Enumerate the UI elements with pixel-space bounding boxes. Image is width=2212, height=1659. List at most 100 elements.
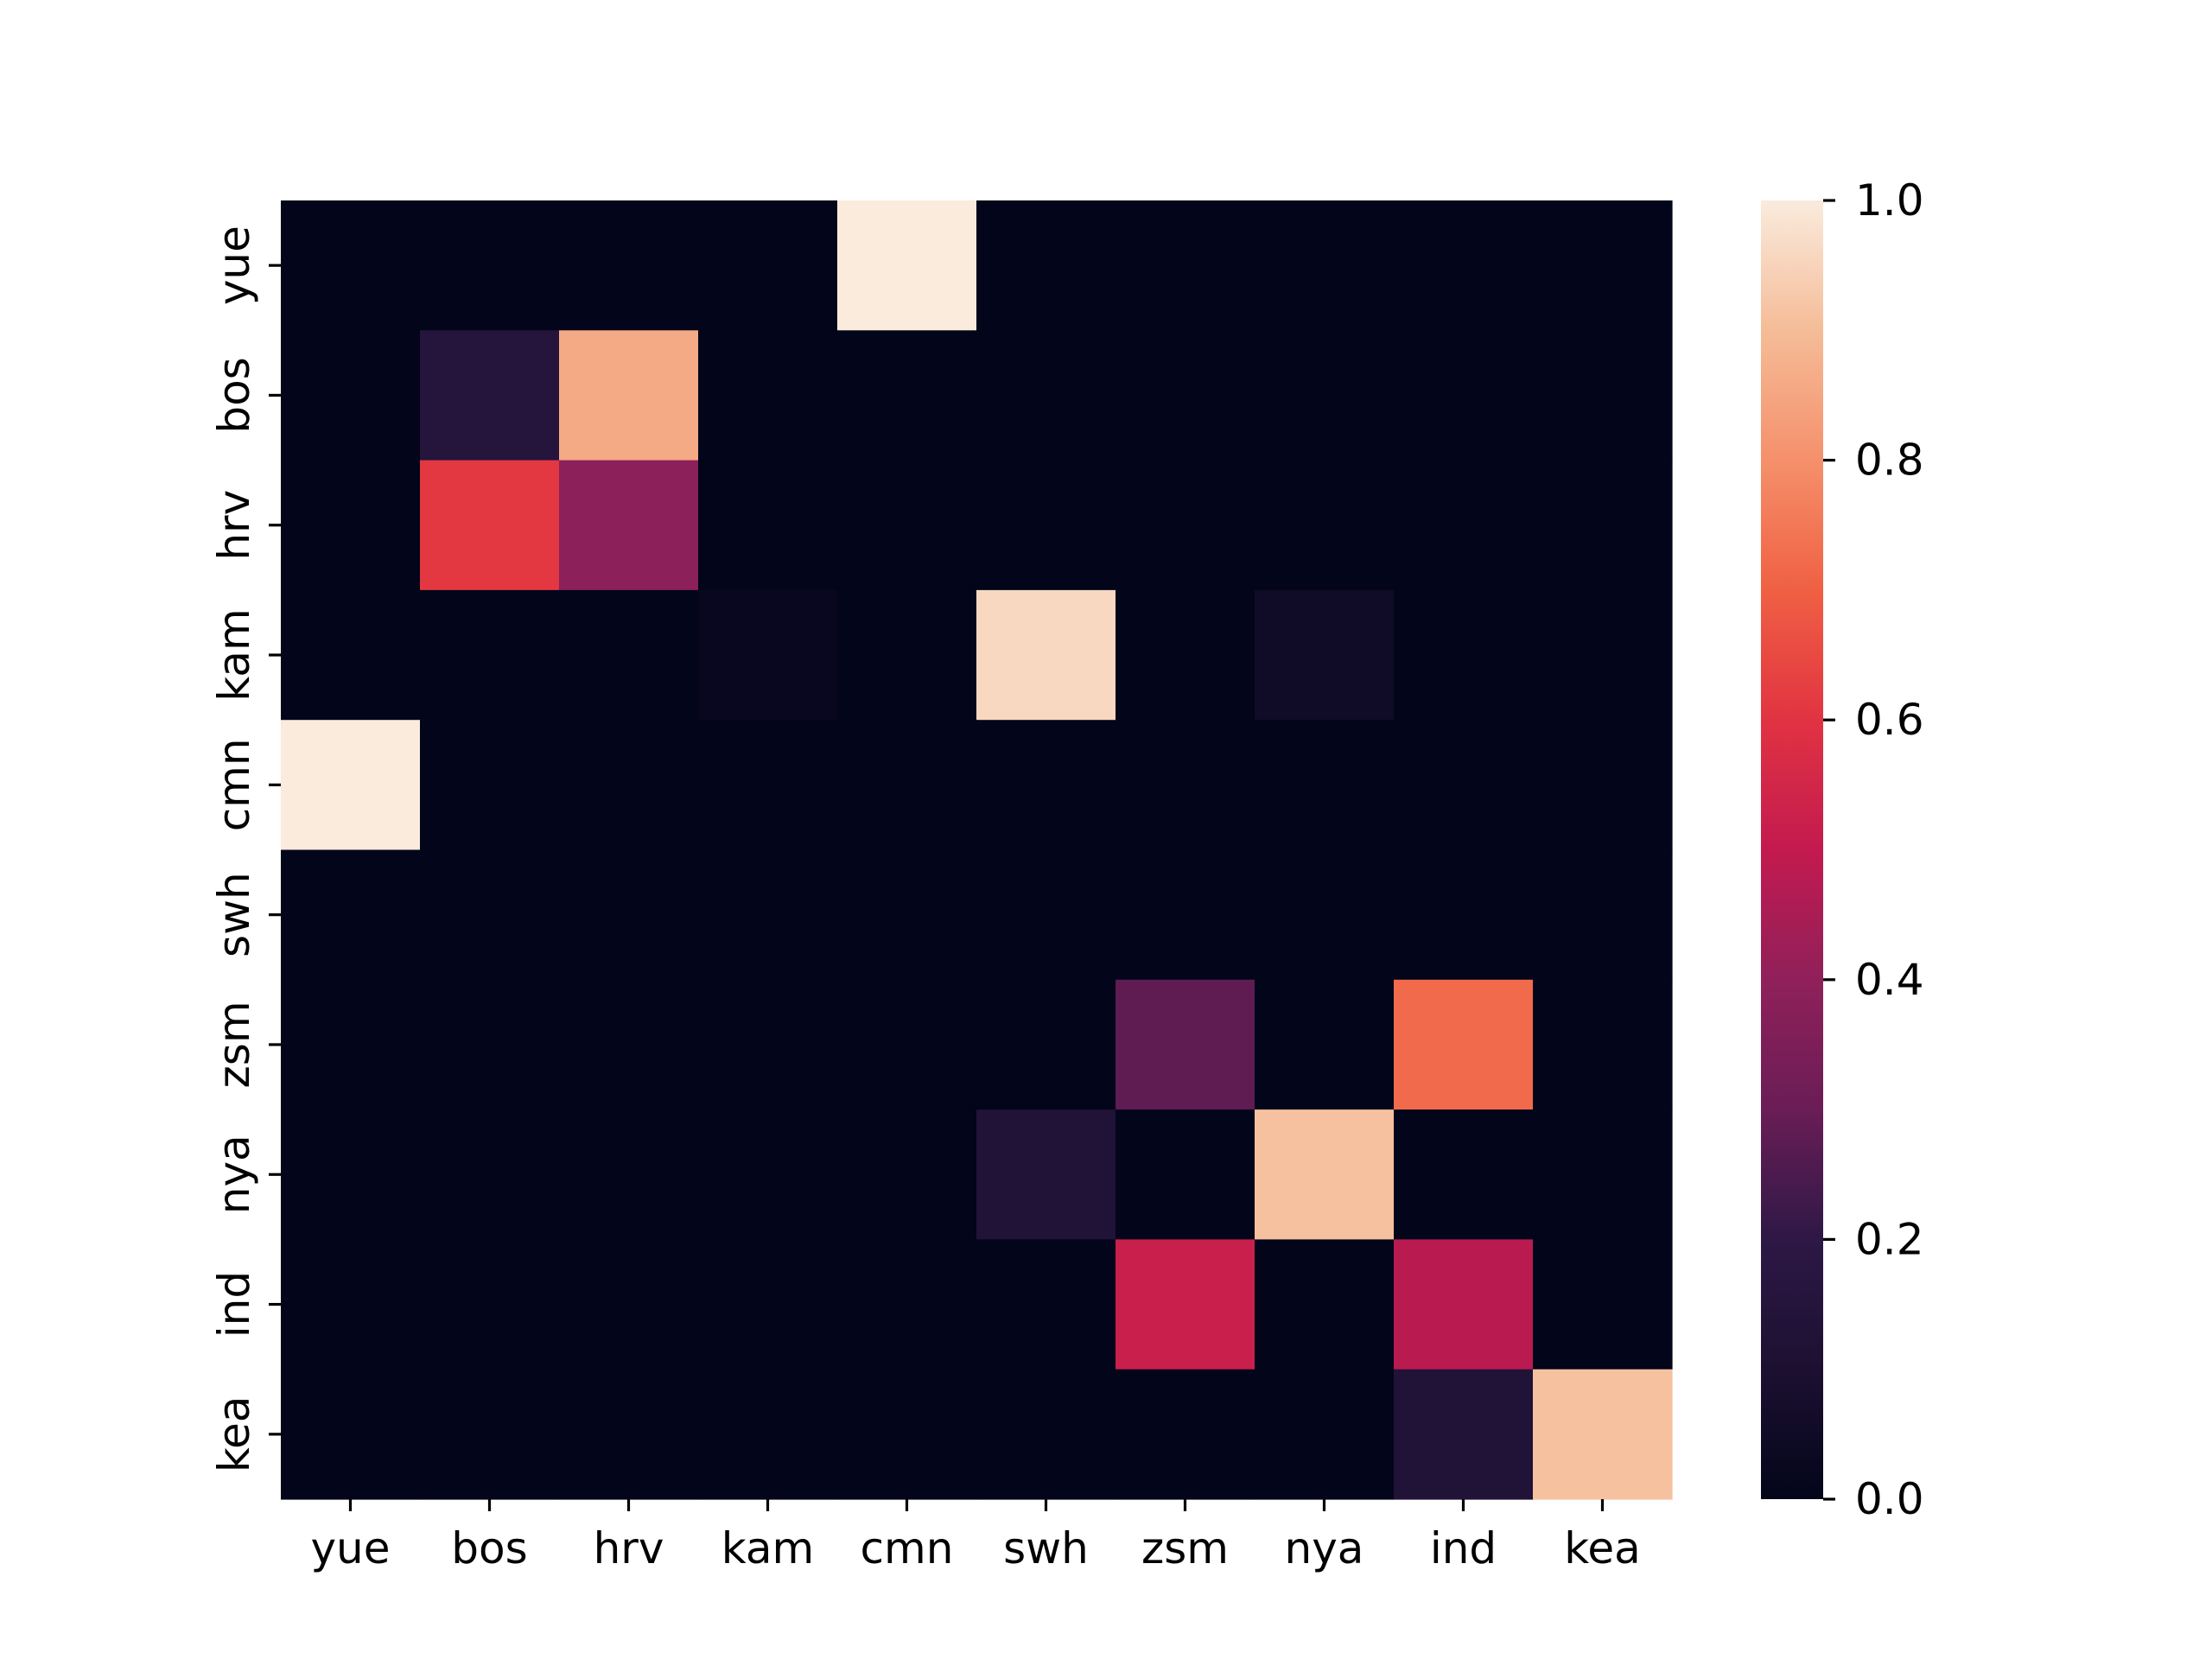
heatmap-cell-kam-kam [698, 589, 838, 721]
heatmap-cell-bos-nya [1255, 330, 1395, 461]
heatmap-cell-kea-yue [281, 1369, 421, 1500]
heatmap-cell-swh-swh [976, 849, 1116, 981]
heatmap-cell-ind-swh [976, 1239, 1116, 1370]
colorbar-tick-label: 0.2 [1855, 1214, 1924, 1264]
heatmap-cell-cmn-kea [1533, 720, 1673, 851]
heatmap-cells [281, 200, 1673, 1500]
heatmap-cell-zsm-zsm [1116, 979, 1255, 1110]
colorbar-tick-label: 0.8 [1855, 435, 1924, 486]
heatmap-cell-nya-yue [281, 1109, 421, 1240]
heatmap-cell-kam-ind [1394, 589, 1534, 721]
heatmap-cell-ind-nya [1255, 1239, 1395, 1370]
heatmap-cell-kea-bos [420, 1369, 560, 1500]
heatmap-cell-kam-kea [1533, 589, 1673, 721]
heatmap-cell-yue-kam [698, 200, 838, 331]
heatmap-cell-hrv-bos [420, 460, 560, 591]
heatmap-cell-yue-ind [1394, 200, 1534, 331]
heatmap-cell-bos-swh [976, 330, 1116, 461]
x-tick-label: cmn [861, 1523, 954, 1573]
heatmap-cell-yue-kea [1533, 200, 1673, 331]
heatmap-cell-nya-bos [420, 1109, 560, 1240]
y-axis: yue bos hrv kam cmn swh zsm nya ind kea [209, 226, 281, 1472]
x-axis: yue bos hrv kam cmn swh zsm nya ind kea [310, 1499, 1641, 1573]
y-tick-label: swh [209, 872, 259, 957]
heatmap-cell-zsm-nya [1255, 979, 1395, 1110]
colorbar-tick-label: 1.0 [1855, 175, 1924, 226]
heatmap-cell-ind-yue [281, 1239, 421, 1370]
y-tick-label: cmn [209, 738, 259, 831]
heatmap-cell-yue-bos [420, 200, 560, 331]
heatmap-cell-zsm-swh [976, 979, 1116, 1110]
y-tick-label: yue [209, 226, 259, 305]
heatmap-cell-kea-nya [1255, 1369, 1395, 1500]
heatmap-cell-yue-swh [976, 200, 1116, 331]
heatmap-cell-zsm-bos [420, 979, 560, 1110]
heatmap-cell-bos-hrv [559, 330, 699, 461]
heatmap-cell-cmn-swh [976, 720, 1116, 851]
heatmap-cell-yue-cmn [837, 200, 977, 331]
x-tick-label: kam [721, 1523, 814, 1573]
colorbar: 0.0 0.2 0.4 0.6 0.8 1.0 [1761, 175, 1924, 1524]
heatmap-cell-ind-hrv [559, 1239, 699, 1370]
heatmap-cell-cmn-yue [281, 720, 421, 851]
colorbar-gradient [1761, 200, 1823, 1499]
x-tick-label: hrv [594, 1523, 664, 1573]
heatmap-cell-swh-yue [281, 849, 421, 981]
heatmap-cell-kam-bos [420, 589, 560, 721]
heatmap-cell-kea-kea [1533, 1369, 1673, 1500]
heatmap-cell-kam-nya [1255, 589, 1395, 721]
heatmap-cell-cmn-nya [1255, 720, 1395, 851]
heatmap-cell-zsm-yue [281, 979, 421, 1110]
heatmap-cell-swh-bos [420, 849, 560, 981]
heatmap-cell-hrv-hrv [559, 460, 699, 591]
heatmap-cell-cmn-zsm [1116, 720, 1255, 851]
heatmap-cell-swh-kea [1533, 849, 1673, 981]
heatmap-cell-bos-bos [420, 330, 560, 461]
heatmap-cell-bos-yue [281, 330, 421, 461]
heatmap-cell-zsm-kam [698, 979, 838, 1110]
heatmap-cell-ind-cmn [837, 1239, 977, 1370]
y-tick-label: kam [209, 608, 259, 701]
colorbar-ticks: 0.0 0.2 0.4 0.6 0.8 1.0 [1823, 175, 1924, 1524]
heatmap-cell-yue-yue [281, 200, 421, 331]
heatmap-cell-kam-hrv [559, 589, 699, 721]
heatmap-cell-bos-kea [1533, 330, 1673, 461]
heatmap-cell-kam-cmn [837, 589, 977, 721]
heatmap-cell-zsm-hrv [559, 979, 699, 1110]
heatmap-cell-swh-hrv [559, 849, 699, 981]
heatmap-cell-swh-ind [1394, 849, 1534, 981]
y-tick-label: kea [209, 1396, 259, 1473]
heatmap-cell-cmn-ind [1394, 720, 1534, 851]
x-tick-label: bos [451, 1523, 527, 1573]
heatmap-cell-ind-bos [420, 1239, 560, 1370]
heatmap-cell-ind-kea [1533, 1239, 1673, 1370]
heatmap-cell-zsm-ind [1394, 979, 1534, 1110]
heatmap-cell-nya-kea [1533, 1109, 1673, 1240]
x-tick-label: zsm [1141, 1523, 1229, 1573]
heatmap-cell-swh-zsm [1116, 849, 1255, 981]
x-tick-label: kea [1564, 1523, 1641, 1573]
heatmap-cell-ind-kam [698, 1239, 838, 1370]
heatmap-cell-kam-yue [281, 589, 421, 721]
heatmap-cell-cmn-hrv [559, 720, 699, 851]
heatmap-cell-nya-cmn [837, 1109, 977, 1240]
x-tick-label: yue [310, 1523, 390, 1573]
heatmap-cell-ind-ind [1394, 1239, 1534, 1370]
heatmap-cell-nya-ind [1394, 1109, 1534, 1240]
heatmap-cell-kam-swh [976, 589, 1116, 721]
x-tick-label: ind [1430, 1523, 1497, 1573]
heatmap-cell-yue-zsm [1116, 200, 1255, 331]
heatmap-cell-ind-zsm [1116, 1239, 1255, 1370]
heatmap-cell-kea-ind [1394, 1369, 1534, 1500]
heatmap-cell-nya-kam [698, 1109, 838, 1240]
y-tick-label: zsm [209, 1001, 259, 1088]
x-tick-label: nya [1285, 1523, 1364, 1573]
heatmap-cell-kea-hrv [559, 1369, 699, 1500]
y-tick-label: ind [209, 1271, 259, 1338]
heatmap-cell-swh-kam [698, 849, 838, 981]
heatmap-cell-nya-zsm [1116, 1109, 1255, 1240]
x-tick-label: swh [1003, 1523, 1089, 1573]
heatmap-cell-bos-cmn [837, 330, 977, 461]
heatmap-cell-hrv-swh [976, 460, 1116, 591]
